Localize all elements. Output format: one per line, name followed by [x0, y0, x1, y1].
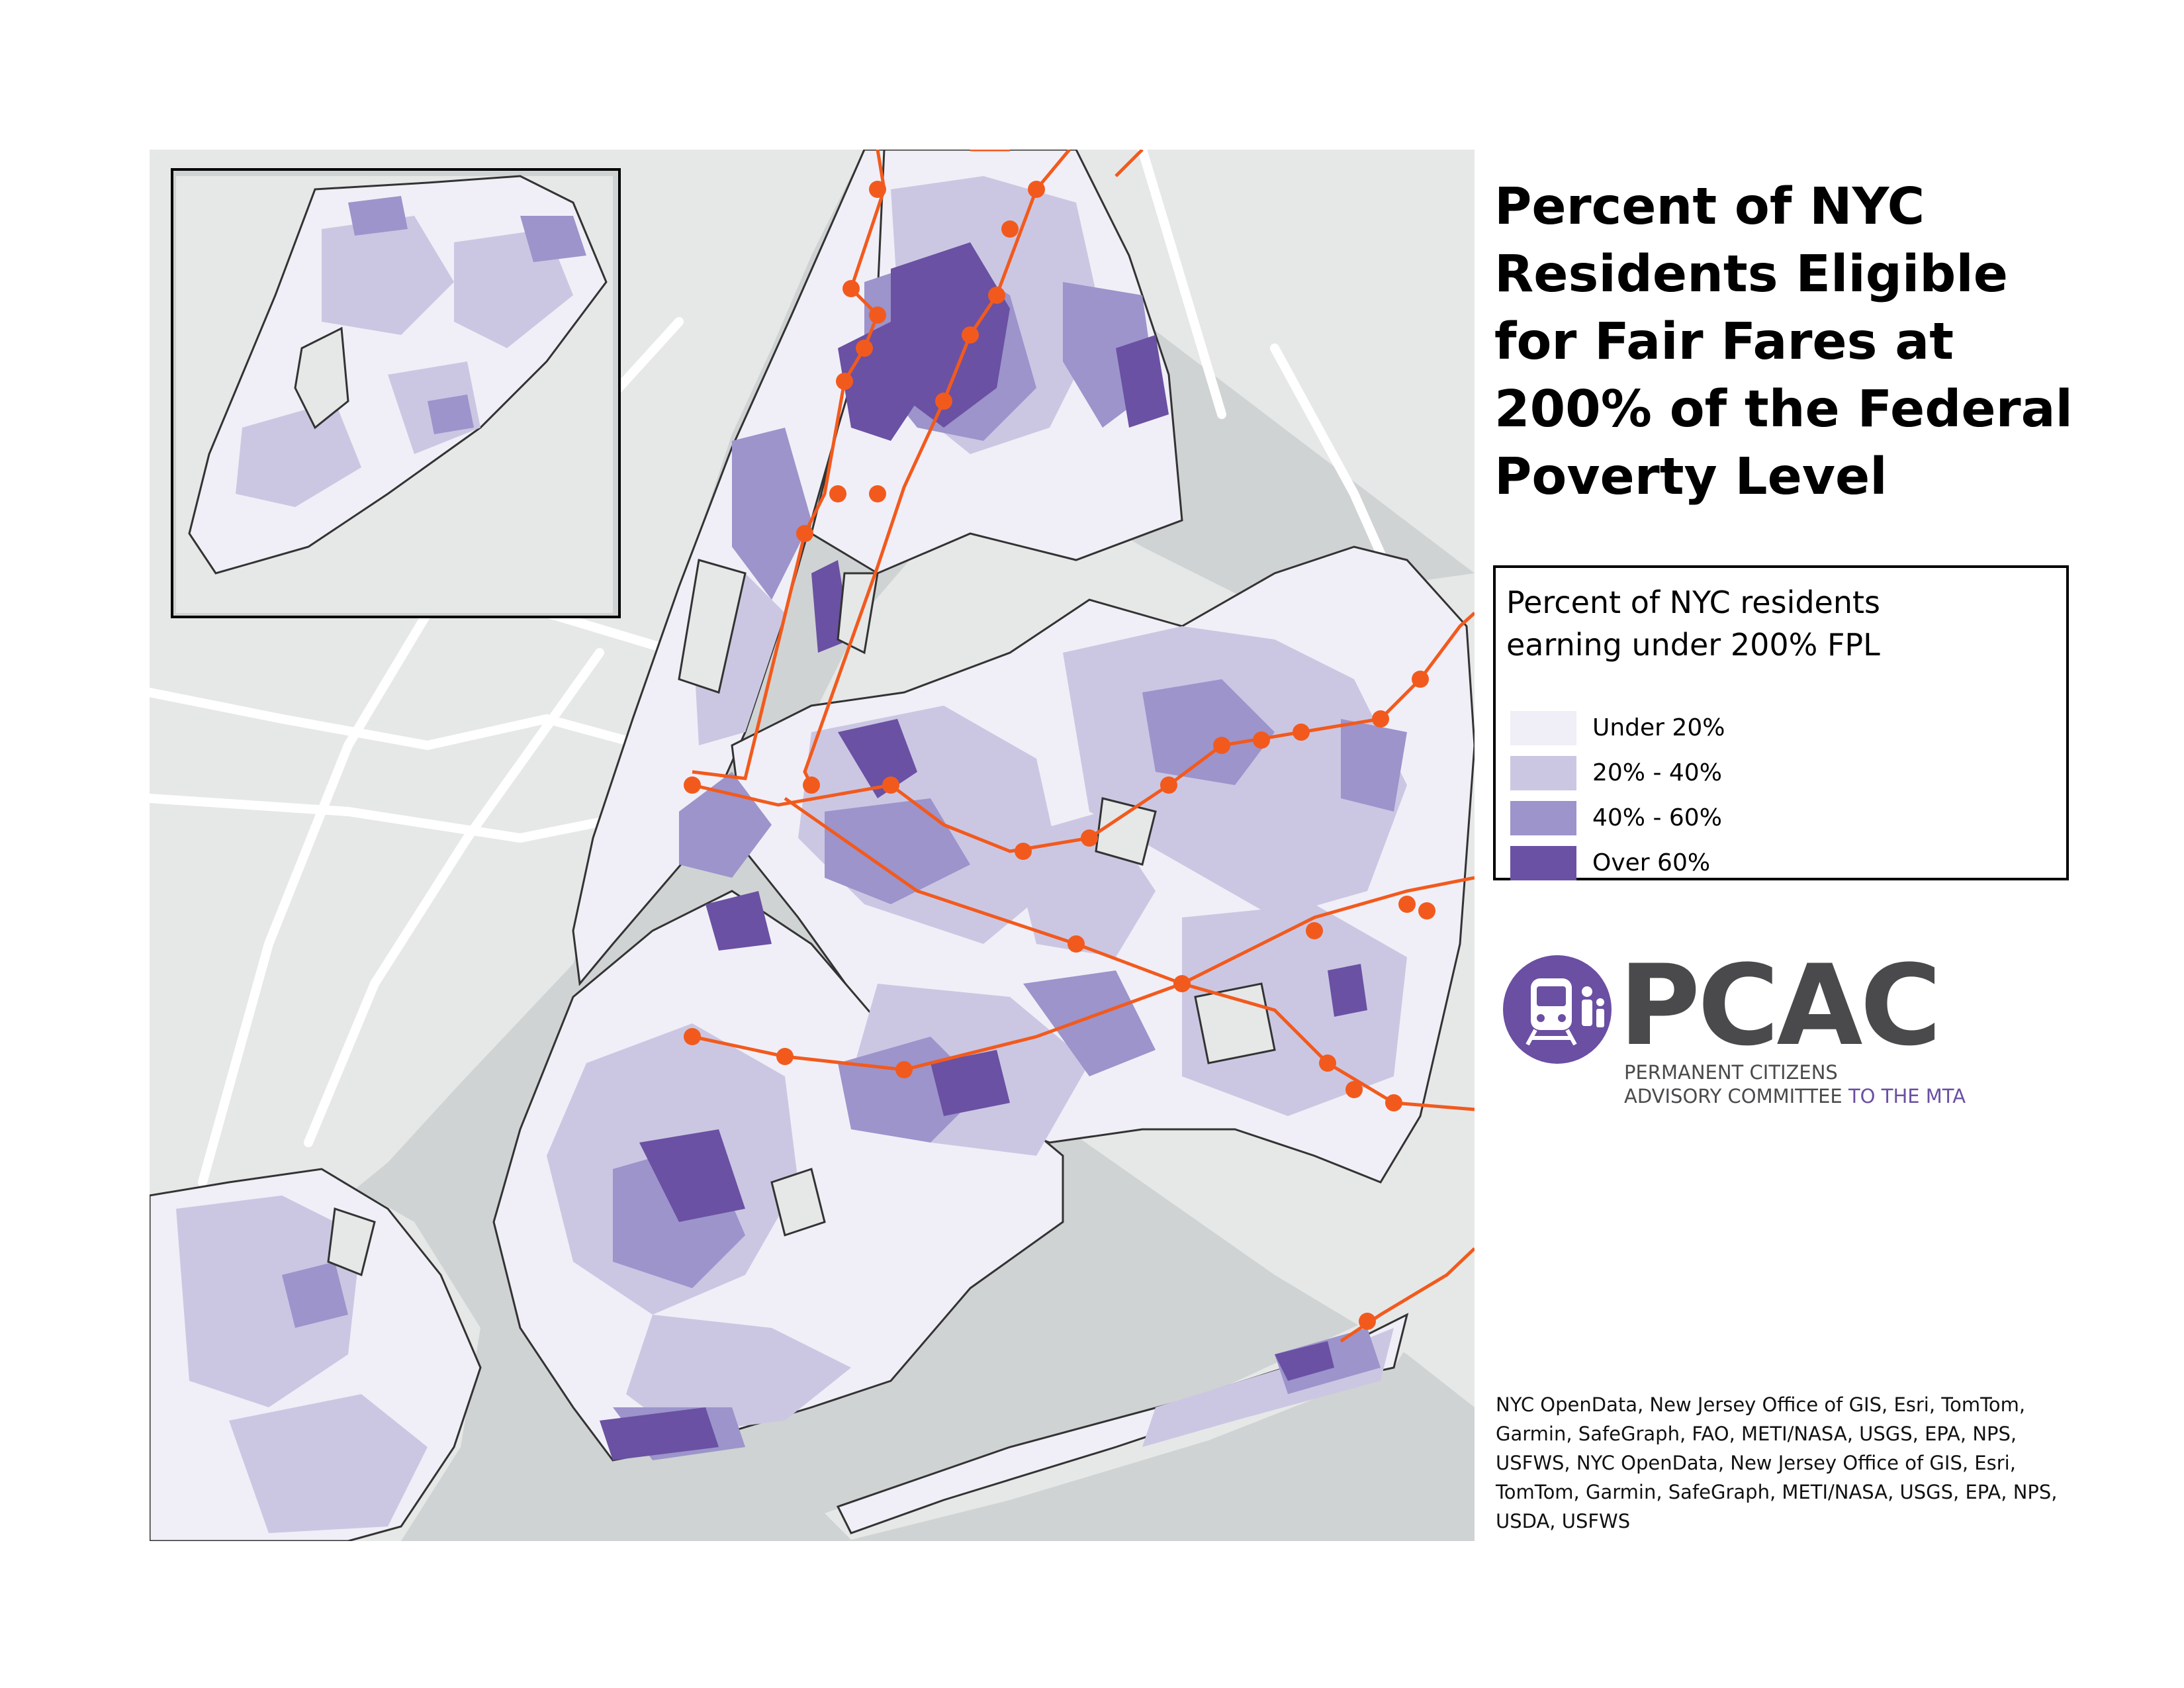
legend-label: Over 60% — [1592, 849, 1711, 876]
subway-line-nj — [970, 150, 1144, 177]
legend-title: Percent of NYC residents earning under 2… — [1506, 581, 2062, 666]
map-title-line: for Fair Fares at — [1494, 312, 1954, 371]
map-title: Percent of NYC Residents Eligible for Fa… — [1494, 173, 2163, 511]
logo-subtitle-accent: TO THE MTA — [1848, 1085, 1966, 1107]
inset-tracts-40-60 — [348, 196, 586, 434]
logo-subtitle-line1: PERMANENT CITIZENS — [1624, 1061, 1838, 1084]
legend-swatch — [1510, 756, 1576, 790]
train-icon — [1503, 955, 1612, 1064]
pcac-logo: PCAC PERMANENT CITIZENS ADVISORY COMMITT… — [1501, 949, 2030, 1112]
inset-map — [171, 168, 621, 618]
logo-subtitle-line2: ADVISORY COMMITTEE TO THE MTA — [1624, 1084, 1966, 1108]
map-canvas — [150, 150, 1475, 1541]
legend-label: 40% - 60% — [1592, 804, 1722, 831]
map-legend: Percent of NYC residents earning under 2… — [1493, 565, 2069, 880]
subway-line-rockaway — [1340, 1247, 1475, 1343]
legend-item: 40% - 60% — [1510, 801, 2053, 835]
legend-label: Under 20% — [1592, 714, 1725, 741]
subway-line-manhattan-bronx — [692, 150, 886, 780]
logo-subtitle: PERMANENT CITIZENS ADVISORY COMMITTEE TO… — [1624, 1060, 1966, 1108]
inset-tracts-20-40 — [236, 216, 573, 507]
logo-subtitle-main: ADVISORY COMMITTEE — [1624, 1085, 1843, 1107]
legend-swatch — [1510, 801, 1576, 835]
legend-item: Over 60% — [1510, 846, 2053, 880]
choropleth-map — [150, 150, 1475, 1541]
map-title-line: 200% of the Federal — [1494, 380, 2073, 439]
legend-item: 20% - 40% — [1510, 756, 2053, 790]
map-title-line: Residents Eligible — [1494, 245, 2008, 304]
legend-label: 20% - 40% — [1592, 759, 1722, 786]
legend-title-line: Percent of NYC residents — [1506, 585, 1881, 620]
inset-park — [294, 326, 349, 430]
logo-wordmark: PCAC — [1619, 941, 1942, 1070]
subway-stations — [684, 181, 1435, 1330]
rockaway-borough — [836, 1313, 1409, 1534]
legend-swatch — [1510, 711, 1576, 745]
legend-title-line: earning under 200% FPL — [1506, 627, 1880, 663]
source-credits: NYC OpenData, New Jersey Office of GIS, … — [1496, 1393, 2058, 1532]
map-title-line: Poverty Level — [1494, 447, 1888, 506]
legend-item: Under 20% — [1510, 711, 2053, 745]
legend-swatch — [1510, 846, 1576, 880]
map-title-line: Percent of NYC — [1494, 177, 1925, 236]
